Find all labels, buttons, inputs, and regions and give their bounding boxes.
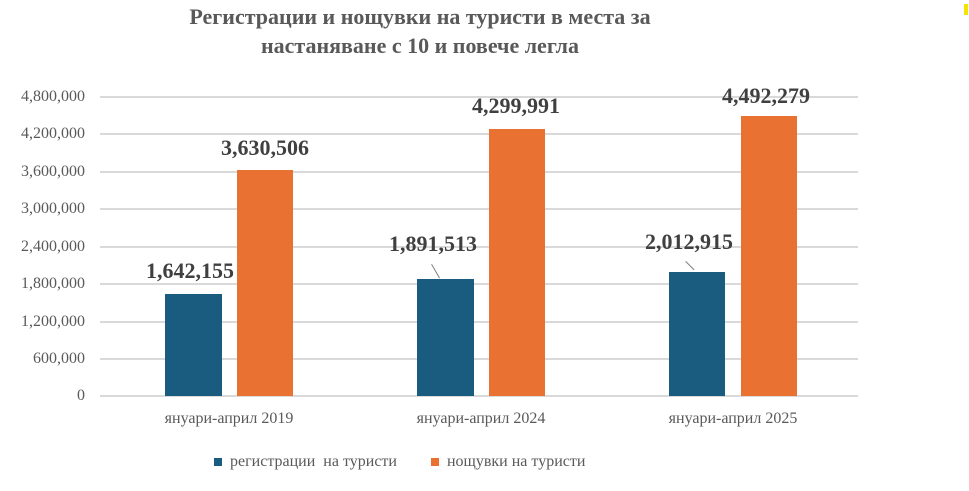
gridline: [100, 358, 858, 360]
y-tick: 3,600,000: [21, 163, 85, 180]
y-tick: 1,200,000: [21, 313, 85, 330]
data-label-nights-2019: 3,630,506: [221, 135, 309, 160]
legend-item-registrations[interactable]: регистрации на туристи: [214, 453, 397, 471]
bar-nights-2019: [237, 170, 293, 396]
y-tick: 3,000,000: [21, 200, 85, 217]
legend-item-nights[interactable]: нощувки на туристи: [430, 453, 586, 471]
y-tick: 0: [77, 387, 85, 404]
data-label-registrations-2025: 2,012,915: [645, 229, 733, 254]
x-tick-2024: януари-април 2024: [416, 410, 546, 427]
gridline: [100, 246, 858, 248]
bar-registrations-2024: [417, 279, 474, 396]
gridline: [100, 321, 858, 323]
y-tick: 600,000: [33, 350, 85, 367]
bar-nights-2024: [489, 129, 545, 396]
legend-swatch-blue-icon: [214, 458, 222, 466]
data-label-nights-2025: 4,492,279: [722, 83, 810, 108]
bar-registrations-2025: [669, 272, 725, 396]
x-axis-line: [100, 395, 858, 397]
chart-title-line-1: Регистрации и нощувки на туристи в места…: [189, 4, 651, 29]
gridline: [100, 208, 858, 210]
gridline: [100, 96, 858, 98]
data-label-registrations-2024: 1,891,513: [389, 231, 477, 256]
y-tick: 2,400,000: [21, 238, 85, 255]
corner-mark: [964, 4, 968, 15]
y-tick: 4,200,000: [21, 125, 85, 142]
y-tick: 1,800,000: [21, 275, 85, 292]
x-tick-2025: януари-април 2025: [668, 410, 798, 427]
leader-line: [431, 264, 440, 279]
legend: регистрации на туристи нощувки на турист…: [214, 453, 619, 471]
bar-nights-2025: [741, 116, 797, 396]
data-label-nights-2024: 4,299,991: [472, 93, 560, 118]
bar-registrations-2019: [165, 294, 222, 396]
leader-line: [685, 261, 695, 271]
chart-title-line-2: настаняване с 10 и повече легла: [260, 33, 580, 58]
y-tick: 4,800,000: [21, 88, 85, 105]
chart-title: Регистрации и нощувки на туристи в места…: [100, 2, 740, 60]
gridline: [100, 171, 858, 173]
gridline: [100, 283, 858, 285]
data-label-registrations-2019: 1,642,155: [146, 258, 234, 283]
x-tick-2019: януари-април 2019: [164, 410, 294, 427]
legend-label-registrations: регистрации на туристи: [230, 453, 397, 470]
legend-swatch-orange-icon: [430, 458, 439, 466]
legend-label-nights: нощувки на туристи: [446, 453, 586, 470]
gridline: [100, 133, 858, 135]
